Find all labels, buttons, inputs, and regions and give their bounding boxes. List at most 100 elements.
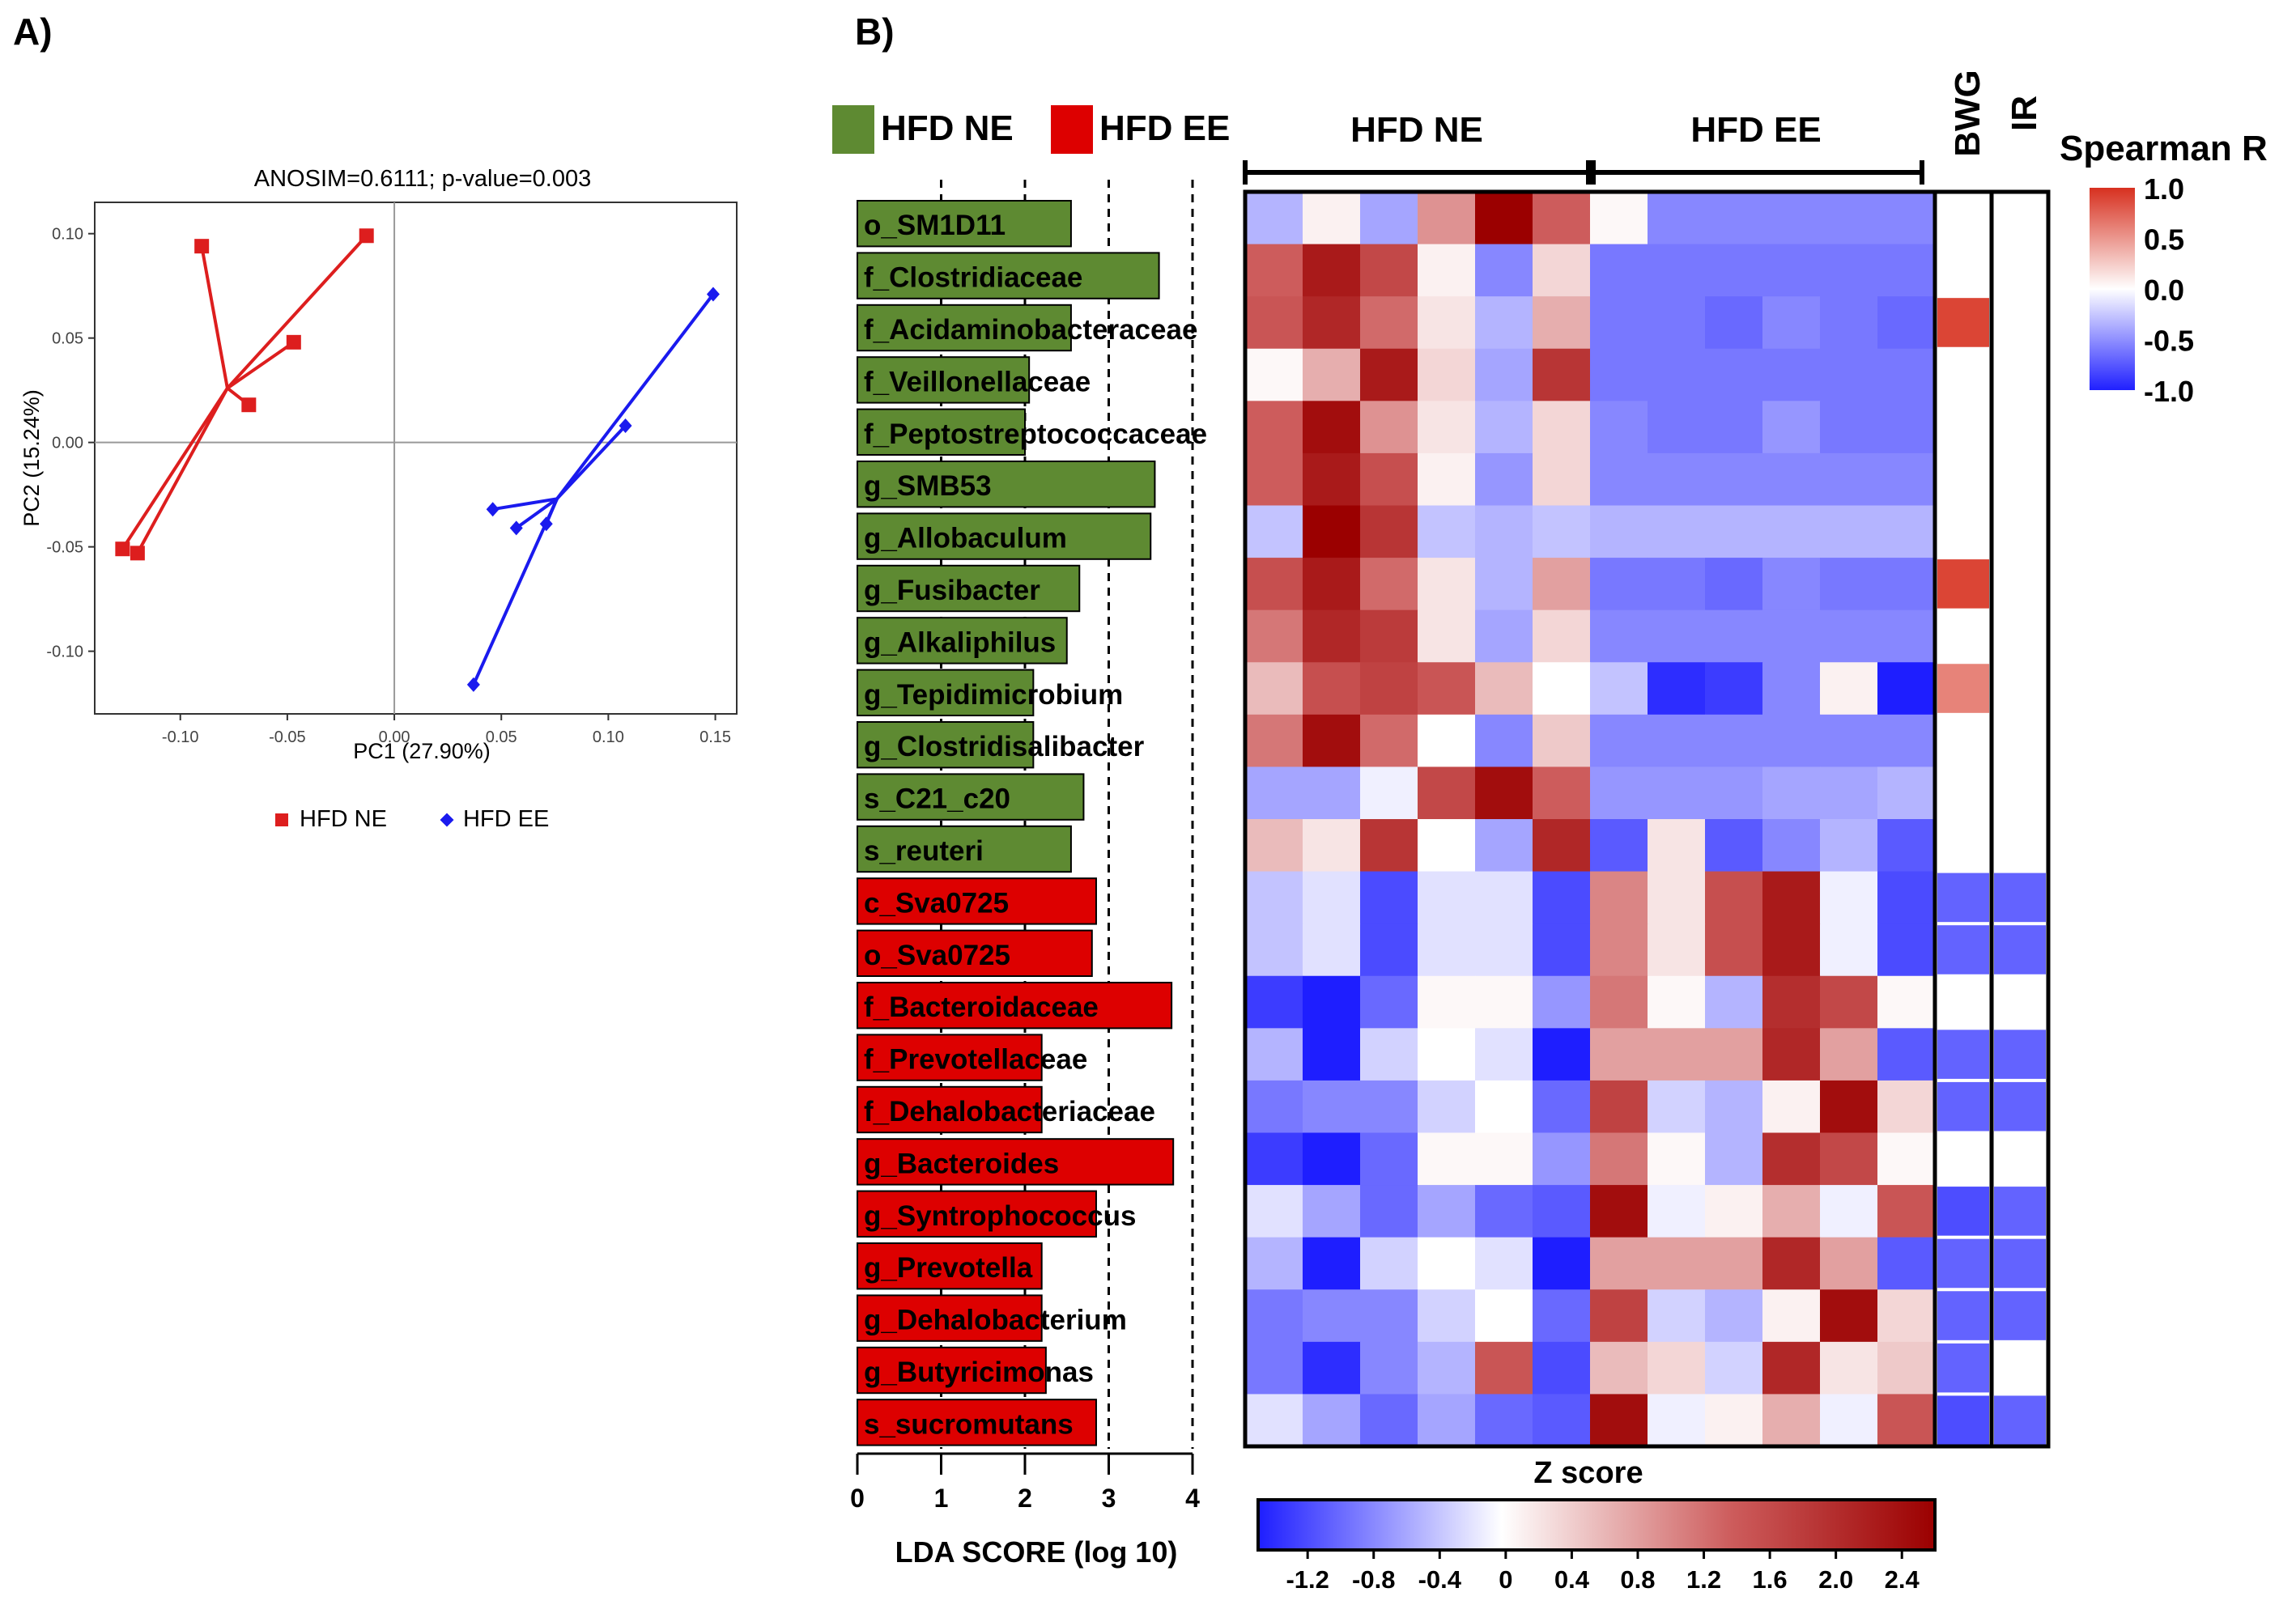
heatmap-cell	[1762, 1237, 1821, 1290]
zscore-tick-label: -1.2	[1286, 1565, 1329, 1594]
heatmap-cell	[1705, 348, 1763, 401]
heatmap-cell	[1762, 452, 1821, 506]
heatmap-cell	[1820, 1341, 1878, 1395]
heatmap-cell	[1303, 1080, 1361, 1133]
heatmap-cell	[1705, 975, 1763, 1029]
corr-cell	[1994, 768, 2046, 817]
heatmap-cell	[1877, 1341, 1936, 1395]
pca-x-tick-label: 0.00	[379, 728, 410, 746]
corr-cell	[1937, 715, 1989, 766]
zscore-tick-label: 2.4	[1885, 1565, 1920, 1594]
heatmap-cell	[1360, 975, 1418, 1029]
heatmap-cell	[1303, 1341, 1361, 1395]
heatmap-cell	[1648, 714, 1706, 767]
heatmap-cell	[1303, 975, 1361, 1029]
heatmap-cell	[1820, 244, 1878, 297]
heatmap-cell	[1533, 975, 1591, 1029]
heatmap-cell	[1762, 609, 1821, 663]
corr-cell	[1937, 298, 1989, 347]
pca-spider-line	[555, 424, 627, 500]
pca-y-tick-label: 0.00	[52, 435, 83, 452]
heatmap-cell	[1877, 296, 1936, 350]
heatmap-cell	[1820, 401, 1878, 454]
heatmap-cell	[1303, 1237, 1361, 1290]
heatmap-cell	[1820, 819, 1878, 873]
heatmap-cell	[1590, 1185, 1648, 1238]
group-brackets	[1243, 160, 1924, 185]
heatmap-cell	[1705, 1341, 1763, 1395]
corr-cell	[1937, 925, 1989, 974]
heatmap-cell	[1475, 1237, 1533, 1290]
heatmap-cell	[1820, 924, 1878, 977]
heatmap-cell	[1418, 192, 1476, 245]
corr-col-bwg: BWG	[1948, 70, 1988, 157]
lda-bar-label: f_Dehalobacteriaceae	[864, 1096, 1155, 1127]
heatmap-cell	[1820, 766, 1878, 820]
lda-bar-label: f_Prevotellaceae	[864, 1044, 1087, 1076]
heatmap-cell	[1705, 1132, 1763, 1186]
heatmap-cell	[1303, 558, 1361, 611]
heatmap-cell	[1762, 1289, 1821, 1343]
pca-point-ee	[539, 516, 553, 532]
heatmap-cell	[1820, 1080, 1878, 1133]
corr-col-ir: IR	[2005, 96, 2044, 131]
lda-bar-label: g_Butyricimonas	[864, 1357, 1094, 1388]
heatmap-cell	[1245, 505, 1303, 558]
heatmap-cell	[1820, 505, 1878, 558]
corr-cell	[1994, 925, 2046, 974]
heatmap-cell	[1590, 609, 1648, 663]
heatmap-cell	[1418, 244, 1476, 297]
lda-x-label: LDA SCORE (log 10)	[895, 1535, 1178, 1569]
heatmap-cell	[1762, 401, 1821, 454]
heatmap-cell	[1418, 662, 1476, 715]
heatmap-cell	[1533, 296, 1591, 350]
heatmap-cell	[1820, 1132, 1878, 1186]
heatmap-cell	[1360, 924, 1418, 977]
heatmap-cell	[1360, 766, 1418, 820]
lda-bar	[857, 1242, 1043, 1290]
lda-bar	[857, 564, 1081, 613]
heatmap-cell	[1648, 766, 1706, 820]
heatmap-cell	[1360, 662, 1418, 715]
heatmap-cell	[1648, 662, 1706, 715]
heatmap-cell	[1533, 192, 1591, 245]
heatmap-cell	[1533, 348, 1591, 401]
heatmap-cell	[1245, 1028, 1303, 1081]
pca-x-tick-label: 0.10	[593, 728, 624, 746]
lda-bar	[857, 669, 1035, 716]
heatmap-cell	[1303, 871, 1361, 924]
heatmap-cell	[1762, 714, 1821, 767]
heatmap-cell	[1590, 401, 1648, 454]
heatmap-cell	[1877, 192, 1936, 245]
heatmap-cell	[1648, 924, 1706, 977]
corr-cell	[1937, 1187, 1989, 1236]
spearman-tick-label: 0.5	[2144, 223, 2184, 257]
heatmap-cell	[1648, 244, 1706, 297]
lda-bar-label: g_Bacteroides	[864, 1148, 1059, 1179]
heatmap-cell	[1590, 1237, 1648, 1290]
lda-bar-label: f_Bacteroidaceae	[864, 991, 1099, 1023]
pca-y-tick-label: 0.10	[52, 226, 83, 244]
heatmap-cell	[1533, 609, 1591, 663]
heatmap-cell	[1303, 1185, 1361, 1238]
heatmap-cell	[1303, 452, 1361, 506]
heatmap-cell	[1705, 714, 1763, 767]
zscore-tick-label: -0.8	[1352, 1565, 1395, 1594]
pca-title: ANOSIM=0.6111; p-value=0.003	[253, 166, 592, 192]
heatmap-cell	[1705, 192, 1763, 245]
lda-bar	[857, 252, 1160, 299]
heatmap-cell	[1762, 1028, 1821, 1081]
heatmap-cell	[1475, 244, 1533, 297]
lda-bar	[857, 982, 1173, 1030]
heatmap-cell	[1360, 452, 1418, 506]
heatmap-cell	[1648, 871, 1706, 924]
heatmap-cell	[1648, 192, 1706, 245]
heatmap-cell	[1590, 975, 1648, 1029]
heatmap-cell	[1303, 505, 1361, 558]
heatmap-cell	[1475, 401, 1533, 454]
heatmap-cell	[1877, 558, 1936, 611]
pca-x-tick-label: 0.05	[486, 728, 517, 746]
heatmap-cell	[1705, 296, 1763, 350]
heatmap-cell	[1245, 192, 1303, 245]
heatmap-cell	[1648, 1237, 1706, 1290]
